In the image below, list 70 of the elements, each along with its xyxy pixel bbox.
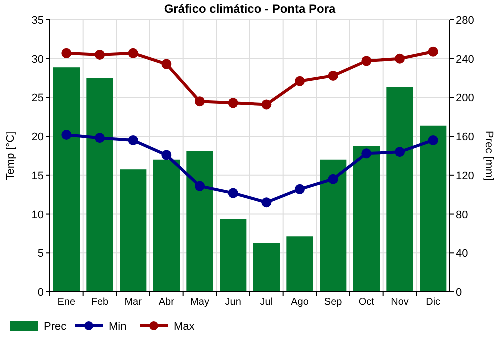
bar: [253, 243, 280, 292]
point: [428, 46, 438, 57]
y2-tick-label: 160: [456, 132, 474, 144]
bar: [86, 78, 114, 292]
y-tick-label: 0: [38, 287, 44, 299]
point: [395, 147, 405, 158]
y-tick-label: 25: [32, 92, 44, 105]
legend-label: Max: [174, 321, 196, 333]
point: [62, 48, 72, 58]
x-tick-label: Jun: [225, 297, 242, 308]
point: [162, 59, 172, 70]
y2-tick-label: 120: [456, 170, 474, 182]
point: [195, 96, 205, 107]
x-tick-label: Ene: [58, 297, 76, 308]
point: [428, 135, 438, 146]
x-tick-label: Nov: [391, 297, 409, 308]
point: [228, 98, 238, 108]
y2-tick-label: 40: [456, 248, 468, 260]
bar: [286, 236, 314, 292]
point: [262, 100, 272, 110]
y-tick-label: 10: [32, 209, 44, 222]
point: [128, 135, 138, 146]
y-tick-label: 5: [38, 248, 44, 260]
y-tick-label: 15: [32, 170, 44, 182]
x-tick-label: Dic: [426, 297, 441, 308]
y-tick-label: 20: [32, 132, 44, 144]
point: [362, 148, 372, 159]
point: [62, 130, 72, 140]
point: [262, 198, 272, 208]
bar: [353, 146, 380, 292]
x-tick-label: Feb: [91, 297, 110, 308]
y2-tick-label: 0: [456, 287, 462, 299]
y2-tick-label: 280: [456, 15, 474, 27]
y-axis-title: Temp [°C]: [5, 132, 17, 180]
bar: [120, 170, 147, 292]
legend-label: Min: [109, 321, 127, 333]
bar: [53, 68, 80, 292]
bar: [220, 219, 247, 292]
point: [195, 181, 205, 192]
bar: [320, 160, 347, 292]
x-tick-label: May: [190, 297, 210, 308]
x-tick-label: Mar: [124, 297, 143, 308]
point: [162, 150, 172, 160]
x-tick-label: Sep: [324, 297, 343, 308]
bar: [386, 87, 414, 292]
y2-tick-label: 80: [456, 209, 468, 222]
bar: [420, 126, 447, 292]
point: [128, 48, 138, 58]
point: [228, 188, 238, 198]
x-tick-label: Oct: [358, 297, 375, 308]
point: [395, 54, 405, 64]
y2-axis-title: Prec [mm]: [483, 130, 495, 182]
point: [295, 76, 305, 86]
x-tick-label: Ago: [291, 297, 310, 308]
x-tick-label: Abr: [158, 297, 176, 308]
point: [95, 133, 105, 144]
x-tick-label: Jul: [260, 297, 274, 308]
chart-title: Gráfico climático - Ponta Pora: [164, 2, 336, 16]
point: [95, 50, 105, 60]
legend-label: Prec: [44, 321, 68, 333]
bar: [186, 151, 214, 292]
y-tick-label: 35: [32, 15, 44, 27]
point: [328, 174, 338, 184]
bar: [153, 160, 180, 292]
point: [362, 56, 372, 66]
point: [295, 184, 305, 194]
y2-tick-label: 240: [456, 54, 474, 66]
y2-tick-label: 200: [456, 92, 474, 105]
point: [328, 70, 338, 81]
y-tick-label: 30: [32, 54, 44, 66]
